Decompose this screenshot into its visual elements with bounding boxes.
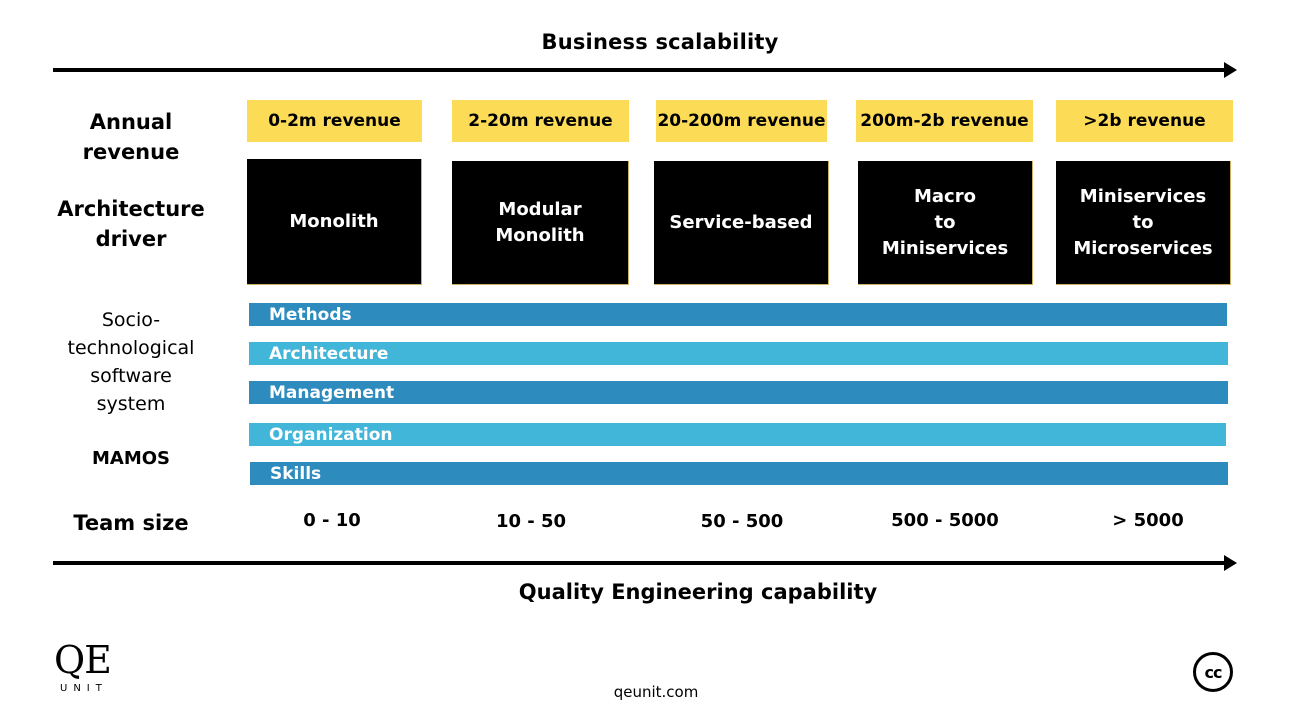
socio-technological-label: Socio- technological software system bbox=[48, 306, 214, 418]
team-size-2: 10 - 50 bbox=[495, 511, 567, 532]
revenue-box-2: 2-20m revenue bbox=[452, 100, 629, 142]
team-size-5: > 5000 bbox=[1112, 510, 1184, 531]
team-size-1: 0 - 10 bbox=[303, 510, 361, 531]
mamos-bar-organization: Organization bbox=[249, 423, 1226, 446]
team-size-3: 50 - 500 bbox=[700, 511, 784, 532]
architecture-box-macro-miniservices: Macro to Miniservices bbox=[858, 161, 1033, 285]
arch-3-line-1: Service-based bbox=[669, 211, 813, 233]
mamos-bar-skills: Skills bbox=[250, 462, 1228, 485]
arch-1-line-1: Monolith bbox=[289, 210, 379, 232]
mamos-bar-methods: Methods bbox=[249, 303, 1227, 326]
logo-unit-text: UNIT bbox=[60, 683, 108, 694]
revenue-box-3: 20-200m revenue bbox=[656, 100, 827, 142]
team-size-4: 500 - 5000 bbox=[891, 510, 999, 531]
architecture-box-modular-monolith: Modular Monolith bbox=[452, 161, 629, 285]
socio-line-1: Socio- bbox=[101, 309, 161, 331]
creative-commons-icon: cc bbox=[1193, 652, 1233, 692]
logo-qe-text: QE bbox=[54, 638, 112, 682]
mamos-label: MAMOS bbox=[91, 448, 171, 469]
website-link[interactable]: qeunit.com bbox=[613, 683, 699, 701]
bottom-axis-arrow-head bbox=[1224, 555, 1237, 571]
architecture-driver-label-line1: Architecture bbox=[57, 197, 205, 221]
mamos-bar-architecture: Architecture bbox=[249, 342, 1228, 365]
arch-5-line-1: Miniservices bbox=[1079, 185, 1207, 207]
mamos-bar-management: Management bbox=[249, 381, 1228, 404]
arch-5-line-2: to bbox=[1132, 211, 1154, 233]
architecture-box-miniservices-microservices: Miniservices to Microservices bbox=[1056, 161, 1231, 285]
arch-2-line-1: Modular bbox=[498, 198, 582, 220]
architecture-box-monolith: Monolith bbox=[247, 159, 422, 285]
top-axis-arrow-line bbox=[53, 68, 1225, 72]
arch-4-line-3: Miniservices bbox=[881, 237, 1009, 259]
arch-4-line-2: to bbox=[934, 211, 956, 233]
quality-engineering-title: Quality Engineering capability bbox=[518, 580, 878, 604]
socio-line-4: system bbox=[96, 393, 166, 415]
revenue-box-5: >2b revenue bbox=[1056, 100, 1233, 142]
business-scalability-title: Business scalability bbox=[541, 30, 779, 54]
architecture-box-service-based: Service-based bbox=[654, 161, 829, 285]
qe-unit-logo: QE UNIT bbox=[54, 641, 124, 694]
socio-line-3: software bbox=[90, 365, 172, 387]
architecture-driver-label-line2: driver bbox=[95, 227, 167, 251]
socio-line-2: technological bbox=[67, 337, 195, 359]
revenue-box-4: 200m-2b revenue bbox=[856, 100, 1033, 142]
team-size-label: Team size bbox=[73, 511, 189, 535]
revenue-box-1: 0-2m revenue bbox=[247, 100, 422, 142]
arch-5-line-3: Microservices bbox=[1073, 237, 1213, 259]
top-axis-arrow-head bbox=[1224, 62, 1237, 78]
annual-revenue-label: Annual revenue bbox=[82, 110, 180, 164]
architecture-driver-label: Architecture driver bbox=[40, 194, 222, 254]
arch-4-line-1: Macro bbox=[914, 185, 976, 207]
arch-2-line-2: Monolith bbox=[495, 224, 585, 246]
bottom-axis-arrow-line bbox=[53, 561, 1225, 565]
